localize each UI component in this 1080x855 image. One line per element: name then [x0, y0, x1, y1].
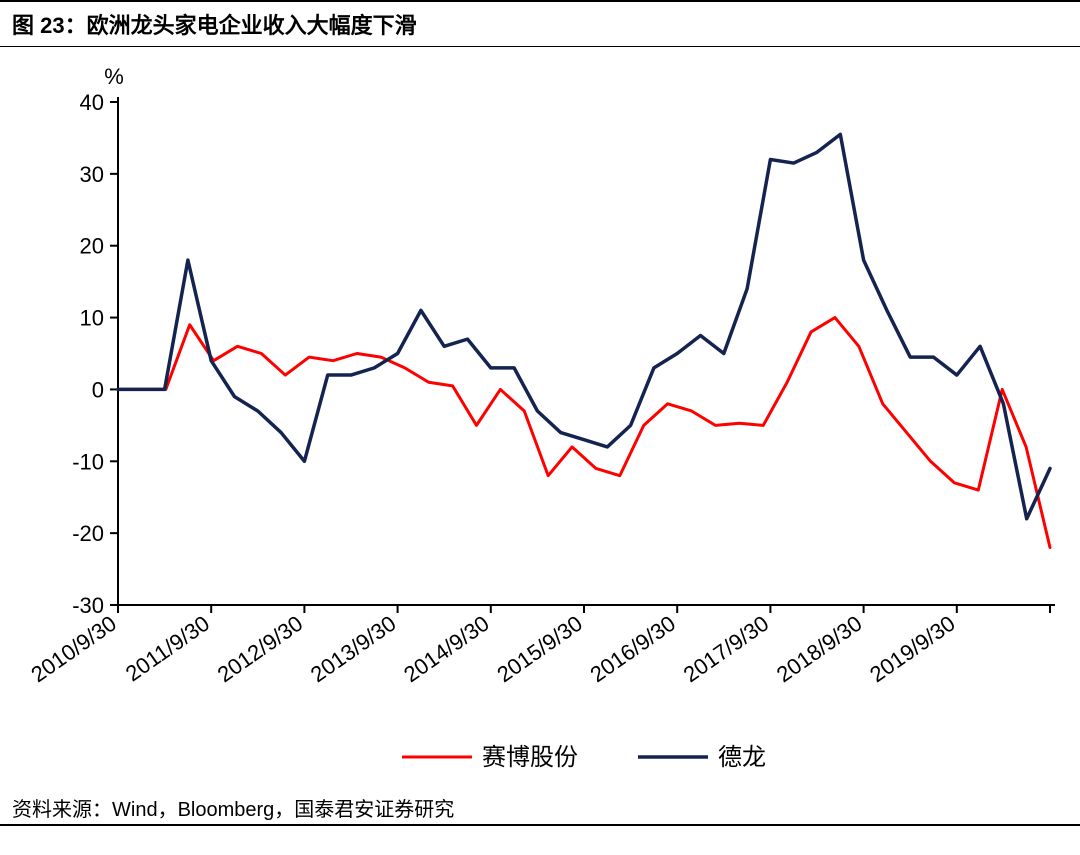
legend-label: 赛博股份: [482, 744, 578, 771]
series-line: [118, 134, 1050, 518]
y-tick-label: -10: [72, 449, 104, 474]
title-text: 图 23：欧洲龙头家电企业收入大幅度下滑: [12, 13, 417, 38]
y-tick-label: -20: [72, 521, 104, 546]
x-tick-label: 2019/9/30: [865, 611, 960, 688]
chart-container: -30-20-10010203040%2010/9/302011/9/30201…: [10, 47, 1070, 787]
legend-label: 德龙: [718, 744, 766, 771]
x-tick-label: 2016/9/30: [586, 611, 681, 688]
y-tick-label: 30: [80, 162, 104, 187]
x-tick-label: 2010/9/30: [26, 611, 121, 688]
y-tick-label: 40: [80, 90, 104, 115]
y-tick-label: 0: [92, 377, 104, 402]
chart-title: 图 23：欧洲龙头家电企业收入大幅度下滑: [0, 0, 1080, 47]
x-tick-label: 2018/9/30: [772, 611, 867, 688]
x-tick-label: 2015/9/30: [492, 611, 587, 688]
line-chart: -30-20-10010203040%2010/9/302011/9/30201…: [10, 47, 1070, 787]
y-tick-label: 10: [80, 306, 104, 331]
x-tick-label: 2011/9/30: [121, 611, 214, 687]
x-tick-label: 2017/9/30: [679, 611, 774, 688]
y-unit-label: %: [104, 64, 124, 89]
x-tick-label: 2012/9/30: [213, 611, 308, 688]
x-tick-label: 2014/9/30: [399, 611, 494, 688]
x-tick-label: 2013/9/30: [306, 611, 401, 688]
series-line: [118, 318, 1050, 548]
source-text: 资料来源：Wind，Bloomberg，国泰君安证券研究: [12, 799, 454, 821]
y-tick-label: -30: [72, 593, 104, 618]
source-footer: 资料来源：Wind，Bloomberg，国泰君安证券研究: [0, 787, 1080, 826]
y-tick-label: 20: [80, 234, 104, 259]
